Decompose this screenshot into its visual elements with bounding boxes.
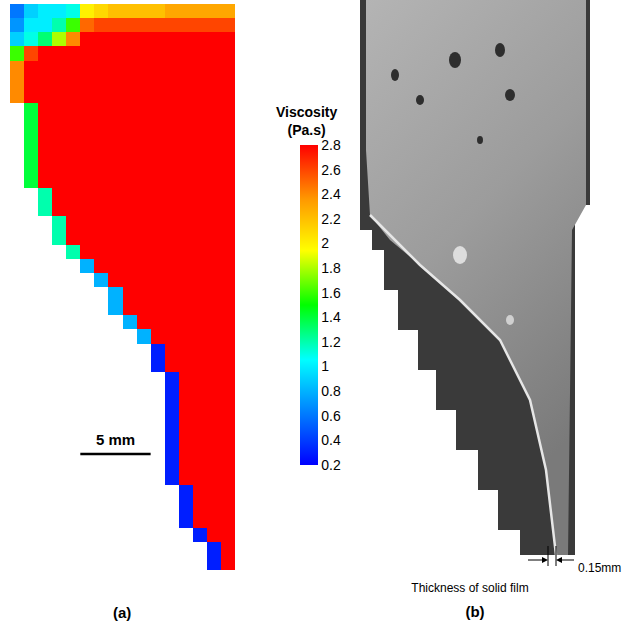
svg-text:1.6: 1.6 <box>321 285 341 301</box>
svg-text:1.4: 1.4 <box>321 309 341 325</box>
svg-text:2.8: 2.8 <box>321 137 341 153</box>
svg-text:2.6: 2.6 <box>321 162 341 178</box>
svg-text:Viscosity(Pa.s): Viscosity(Pa.s) <box>276 104 337 138</box>
svg-text:2: 2 <box>321 235 329 251</box>
svg-text:(b): (b) <box>465 603 484 620</box>
svg-text:0.15mm: 0.15mm <box>578 561 621 575</box>
svg-text:1: 1 <box>321 358 329 374</box>
svg-text:(a): (a) <box>113 604 131 621</box>
svg-text:0.8: 0.8 <box>321 383 341 399</box>
svg-text:2.4: 2.4 <box>321 186 341 202</box>
svg-text:0.4: 0.4 <box>321 432 341 448</box>
svg-text:1.8: 1.8 <box>321 260 341 276</box>
svg-text:Thickness of solid film: Thickness of solid film <box>411 581 528 595</box>
svg-text:0.6: 0.6 <box>321 408 341 424</box>
svg-text:5 mm: 5 mm <box>96 431 135 448</box>
svg-text:1.2: 1.2 <box>321 334 341 350</box>
svg-text:2.2: 2.2 <box>321 211 341 227</box>
svg-text:0.2: 0.2 <box>321 457 341 473</box>
